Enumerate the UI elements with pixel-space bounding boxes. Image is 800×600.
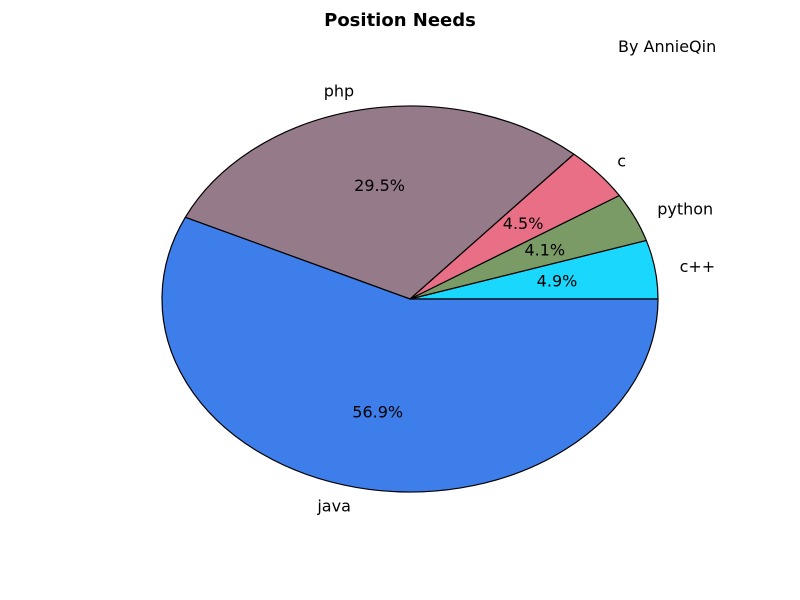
chart-caption: By AnnieQin xyxy=(618,37,717,56)
pie-slice-java xyxy=(161,216,659,493)
slice-percent-php: 29.5% xyxy=(354,176,405,195)
slice-percent-python: 4.1% xyxy=(524,241,565,260)
slice-label-java: java xyxy=(316,497,351,516)
slice-label-python: python xyxy=(657,200,713,219)
slice-percent-java: 56.9% xyxy=(352,403,403,422)
slice-percent-c: 4.5% xyxy=(503,214,544,233)
slice-label-c: c xyxy=(617,152,626,171)
pie-slice-php xyxy=(184,105,575,300)
slice-percent-cpp: 4.9% xyxy=(537,272,578,291)
chart-title: Position Needs xyxy=(324,10,476,31)
slice-label-cpp: c++ xyxy=(680,257,716,276)
slice-label-php: php xyxy=(324,82,354,101)
